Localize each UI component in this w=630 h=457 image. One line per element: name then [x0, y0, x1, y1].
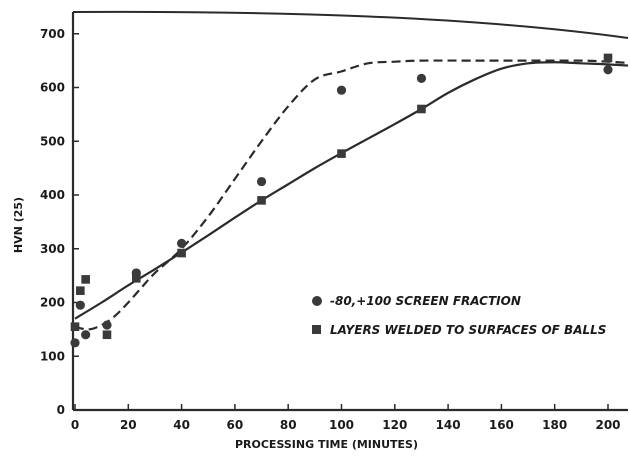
point-welded-layers: [257, 196, 266, 205]
y-tick-label: 200: [40, 296, 65, 310]
data-points: [70, 53, 613, 348]
point-screen-fraction: [603, 65, 613, 75]
fit-curve-welded-layers: [74, 61, 628, 320]
x-tick-label: 20: [120, 418, 137, 432]
x-tick-label: 160: [489, 418, 514, 432]
point-screen-fraction: [102, 320, 112, 330]
x-tick-label: 180: [542, 418, 567, 432]
x-tick-label: 200: [595, 418, 620, 432]
point-screen-fraction: [336, 85, 347, 95]
point-screen-fraction: [256, 176, 267, 187]
point-welded-layers: [603, 53, 613, 63]
top-border-line: [72, 10, 629, 39]
x-tick-label: 60: [227, 418, 244, 432]
y-tick-label: 600: [40, 81, 65, 95]
y-tick-label: 100: [40, 349, 65, 363]
point-welded-layers: [81, 275, 90, 284]
legend-label-screen-fraction: -80,+100 SCREEN FRACTION: [330, 294, 521, 308]
y-axis-title: HVN (25): [12, 197, 25, 253]
point-screen-fraction: [416, 73, 427, 83]
y-tick-label: 0: [57, 403, 65, 417]
fit-curve-screen-fraction: [74, 59, 628, 331]
point-welded-layers: [337, 149, 346, 158]
x-tick-label: 80: [280, 418, 297, 432]
point-welded-layers: [70, 322, 80, 331]
plot-frame: [71, 10, 629, 412]
legend: -80,+100 SCREEN FRACTION LAYERS WELDED T…: [312, 294, 606, 337]
x-axis-ticks: 0 20 40 60 80 100 120 140 160 180 200: [71, 404, 621, 432]
y-tick-label: 300: [40, 242, 65, 256]
fit-curves: [74, 59, 628, 331]
point-screen-fraction: [81, 330, 91, 340]
legend-label-welded-layers: LAYERS WELDED TO SURFACES OF BALLS: [330, 323, 606, 337]
y-tick-label: 700: [40, 27, 65, 41]
y-tick-label: 500: [40, 134, 65, 148]
point-welded-layers: [102, 330, 112, 340]
x-tick-label: 100: [329, 418, 354, 432]
point-welded-layers: [417, 104, 426, 114]
point-screen-fraction: [75, 300, 85, 310]
x-axis-title: PROCESSING TIME (MINUTES): [235, 438, 418, 451]
point-screen-fraction: [70, 338, 80, 348]
x-tick-label: 40: [173, 418, 190, 432]
point-welded-layers: [177, 248, 186, 258]
legend-marker-screen-fraction: [312, 296, 322, 306]
point-welded-layers: [131, 274, 141, 283]
y-tick-label: 400: [40, 188, 65, 202]
x-tick-label: 120: [382, 418, 407, 432]
x-tick-label: 0: [71, 418, 79, 432]
point-welded-layers: [76, 286, 85, 295]
y-axis-ticks: 0 100 200 300 400 500 600 700: [40, 27, 79, 417]
point-screen-fraction: [177, 238, 187, 248]
x-tick-label: 140: [436, 418, 461, 432]
legend-marker-welded-layers: [312, 325, 321, 334]
